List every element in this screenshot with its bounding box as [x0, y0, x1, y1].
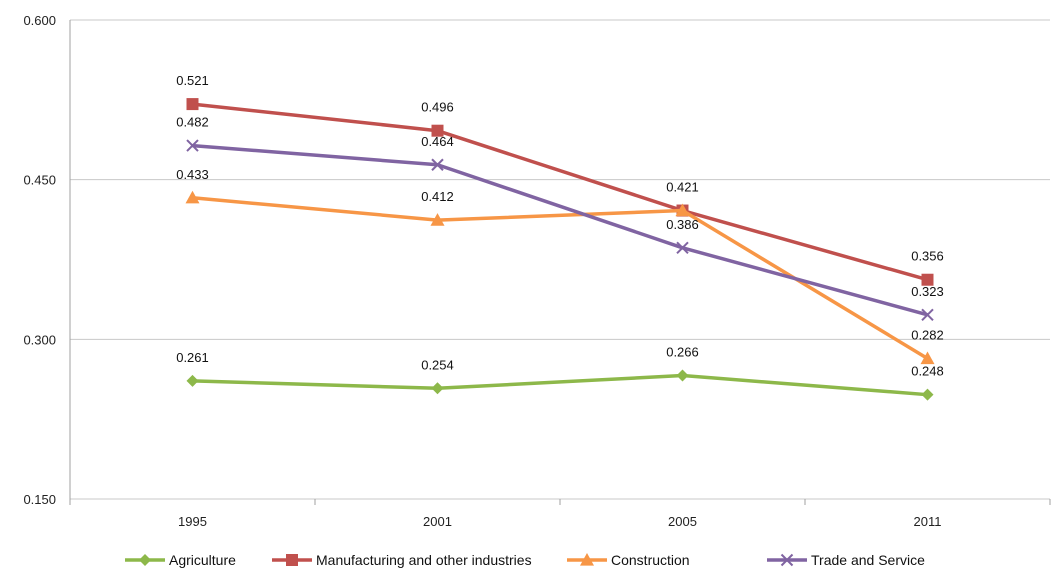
- legend-marker: [286, 554, 298, 566]
- series-line-trade-and-service: [192, 143, 928, 317]
- data-point-construction: [430, 213, 445, 226]
- legend-label: Manufacturing and other industries: [316, 552, 532, 568]
- data-point-trade-and-service: [676, 241, 689, 254]
- y-tick-label: 0.600: [23, 13, 56, 28]
- data-point-construction: [185, 190, 200, 204]
- series-line-agriculture: [192, 373, 928, 397]
- data-point-construction: [920, 351, 935, 365]
- data-point-agriculture: [431, 382, 444, 395]
- data-label-construction: 0.412: [421, 189, 454, 204]
- axes: 0.600 0.450 0.300 0.150 1995 2001 2005 2011: [23, 13, 1051, 529]
- legend-item-agriculture: Agriculture: [125, 552, 236, 568]
- data-point-agriculture: [921, 388, 934, 401]
- x-marker-stroke: [186, 139, 199, 152]
- data-point-agriculture: [186, 374, 199, 387]
- data-label-manufacturing-and-other-industries: 0.521: [176, 73, 209, 88]
- x-tick-label: 2011: [914, 514, 942, 529]
- x-tick-label: 1995: [178, 514, 207, 529]
- data-point-agriculture: [676, 369, 689, 382]
- x-tick-label: 2005: [668, 514, 697, 529]
- data-label-agriculture: 0.248: [911, 364, 944, 379]
- y-tick-label: 0.450: [23, 173, 56, 188]
- legend-marker: [139, 554, 151, 566]
- data-label-manufacturing-and-other-industries: 0.496: [421, 100, 454, 115]
- legend-marker: [780, 553, 794, 567]
- legend-marker: [580, 553, 594, 566]
- series-lines: [185, 98, 935, 401]
- y-tick-label: 0.300: [23, 332, 56, 347]
- data-point-manufacturing-and-other-industries: [431, 124, 444, 137]
- data-label-construction: 0.282: [911, 327, 944, 342]
- legend: Agriculture Manufacturing and other indus…: [125, 552, 925, 568]
- data-label-trade-and-service: 0.482: [176, 115, 209, 130]
- data-point-manufacturing-and-other-industries: [186, 98, 199, 111]
- data-label-agriculture: 0.254: [421, 357, 454, 372]
- legend-item-trade-and-service: Trade and Service: [767, 552, 925, 568]
- x-tick-label: 2001: [423, 514, 452, 529]
- y-tick-label: 0.150: [23, 492, 56, 507]
- legend-item-construction: Construction: [567, 552, 690, 568]
- series-line-construction: [192, 196, 929, 360]
- data-label-trade-and-service: 0.386: [666, 217, 699, 232]
- legend-item-manufacturing-and-other-industries: Manufacturing and other industries: [272, 552, 532, 568]
- x-marker-stroke: [780, 553, 794, 567]
- data-label-manufacturing-and-other-industries: 0.356: [911, 249, 944, 264]
- data-label-manufacturing-and-other-industries: 0.421: [666, 180, 699, 195]
- data-label-trade-and-service: 0.323: [911, 284, 944, 299]
- x-marker-stroke: [921, 308, 934, 322]
- data-label-agriculture: 0.261: [176, 350, 209, 365]
- data-label-construction: 0.433: [176, 167, 209, 182]
- gridlines: [70, 19, 1050, 500]
- legend-label: Construction: [611, 552, 690, 568]
- legend-label: Trade and Service: [811, 552, 925, 568]
- data-point-manufacturing-and-other-industries: [921, 273, 934, 286]
- data-point-trade-and-service: [921, 308, 934, 322]
- data-point-trade-and-service: [186, 139, 199, 152]
- x-marker-stroke: [431, 158, 444, 171]
- legend-label: Agriculture: [169, 552, 236, 568]
- data-point-construction: [675, 203, 690, 217]
- x-marker-stroke: [676, 241, 689, 254]
- data-labels: 0.261 0.254 0.266 0.248 0.521 0.496 0.421 0.356…: [176, 73, 944, 379]
- data-label-agriculture: 0.266: [666, 345, 699, 360]
- series-line-manufacturing-and-other-industries: [192, 102, 928, 282]
- data-label-trade-and-service: 0.464: [421, 134, 454, 149]
- data-point-trade-and-service: [431, 158, 444, 171]
